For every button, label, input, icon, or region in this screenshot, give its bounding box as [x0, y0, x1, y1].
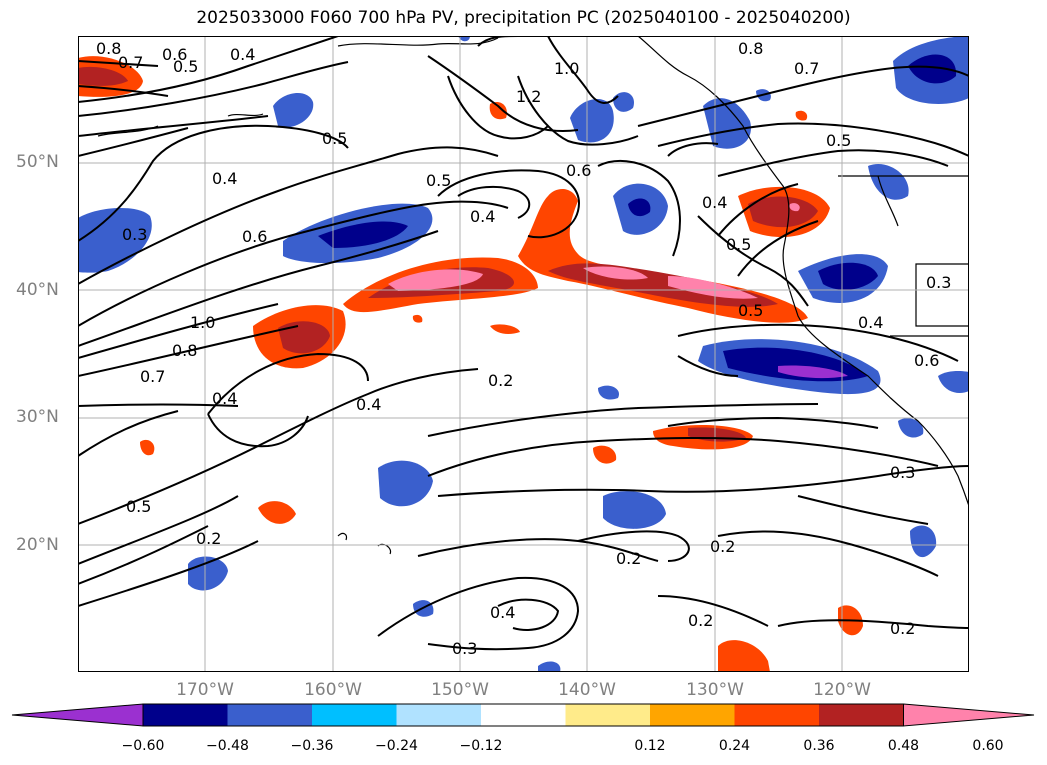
lat-tick-label: 20°N — [16, 535, 59, 555]
contour-label: 0.4 — [230, 45, 255, 64]
contour-label: 0.4 — [212, 389, 237, 408]
negative-anomaly-shading — [78, 36, 969, 672]
contour-label: 1.0 — [554, 59, 579, 78]
contour-label: 0.3 — [890, 463, 915, 482]
lon-tick-label: 170°W — [176, 680, 234, 700]
contour-label: 0.5 — [726, 235, 751, 254]
contour-label: 0.7 — [794, 59, 819, 78]
lon-tick-label: 160°W — [304, 680, 362, 700]
lon-tick-label: 140°W — [558, 680, 616, 700]
colorbar — [11, 703, 1035, 727]
colorbar-segment — [227, 704, 312, 726]
lat-tick-label: 30°N — [16, 407, 59, 427]
colorbar-tick-label: 0.60 — [972, 738, 1004, 754]
colorbar-segment — [650, 704, 735, 726]
colorbar-segment — [565, 704, 650, 726]
contour-label: 0.3 — [122, 225, 147, 244]
colorbar-segment — [481, 704, 566, 726]
colorbar-tick-label: −0.48 — [206, 738, 249, 754]
contour-label: 1.2 — [516, 87, 541, 106]
lat-tick-label: 50°N — [16, 152, 59, 172]
map-title: 2025033000 F060 700 hPa PV, precipitatio… — [196, 8, 851, 28]
contour-label: 0.2 — [196, 529, 221, 548]
colorbar-segment — [819, 704, 904, 726]
colorbar-segment — [143, 704, 228, 726]
contour-label: 0.6 — [242, 227, 267, 246]
pv-precip-map: 0.8 0.7 0.6 0.5 0.4 1.0 1.2 0.8 0.7 0.5 … — [78, 36, 969, 672]
contour-label: 0.5 — [738, 301, 763, 320]
contour-label: 0.5 — [126, 497, 151, 516]
lon-tick-label: 120°W — [813, 680, 871, 700]
graticule — [78, 36, 969, 672]
contour-label: 0.6 — [914, 351, 939, 370]
contour-label: 0.3 — [452, 639, 477, 658]
contour-label: 1.0 — [190, 313, 215, 332]
colorbar-tick-label: 0.48 — [887, 738, 920, 754]
contour-label: 0.4 — [858, 313, 883, 332]
contour-label: 0.8 — [172, 341, 197, 360]
coastlines — [97, 36, 969, 555]
contour-label: 0.6 — [162, 45, 187, 64]
contour-label: 0.7 — [118, 53, 143, 72]
contour-label: 0.4 — [356, 395, 381, 414]
colorbar-segment — [396, 704, 481, 726]
contour-label: 0.4 — [702, 193, 727, 212]
contour-label: 0.8 — [96, 39, 121, 58]
contour-label: 0.5 — [173, 57, 198, 76]
contour-label: 0.2 — [710, 537, 735, 556]
contour-label: 0.2 — [688, 611, 713, 630]
contour-label: 0.5 — [426, 171, 451, 190]
contour-label: 0.2 — [890, 619, 915, 638]
colorbar-segment — [734, 704, 819, 726]
contour-label: 0.4 — [490, 603, 515, 622]
colorbar-tick-label: −0.36 — [290, 738, 334, 754]
contour-label: 0.2 — [488, 371, 513, 390]
colorbar-tick-label: 0.24 — [718, 738, 751, 754]
colorbar-frame — [142, 703, 904, 727]
contour-label: 0.4 — [212, 169, 237, 188]
contour-label: 0.7 — [140, 367, 165, 386]
contour-label: 0.5 — [826, 131, 851, 150]
lon-tick-label: 130°W — [686, 680, 744, 700]
colorbar-tick-label: 0.12 — [634, 738, 666, 754]
contour-label: 0.2 — [616, 549, 641, 568]
contour-label: 0.8 — [738, 39, 763, 58]
lon-tick-label: 150°W — [431, 680, 489, 700]
colorbar-extend-low — [11, 703, 144, 727]
colorbar-tick-label: 0.36 — [803, 738, 835, 754]
contour-label: 0.6 — [566, 161, 591, 180]
contour-label: 0.3 — [926, 273, 951, 292]
contour-labels: 0.8 0.7 0.6 0.5 0.4 1.0 1.2 0.8 0.7 0.5 … — [96, 39, 951, 658]
colorbar-extend-high — [903, 703, 1035, 727]
contour-label: 0.5 — [322, 129, 347, 148]
pv-contours — [78, 36, 969, 651]
colorbar-tick-label: −0.12 — [459, 738, 503, 754]
colorbar-segment — [312, 704, 397, 726]
colorbar-tick-label: −0.60 — [121, 738, 165, 754]
lat-tick-label: 40°N — [16, 280, 59, 300]
colorbar-tick-label: −0.24 — [375, 738, 418, 754]
contour-label: 0.4 — [470, 207, 495, 226]
